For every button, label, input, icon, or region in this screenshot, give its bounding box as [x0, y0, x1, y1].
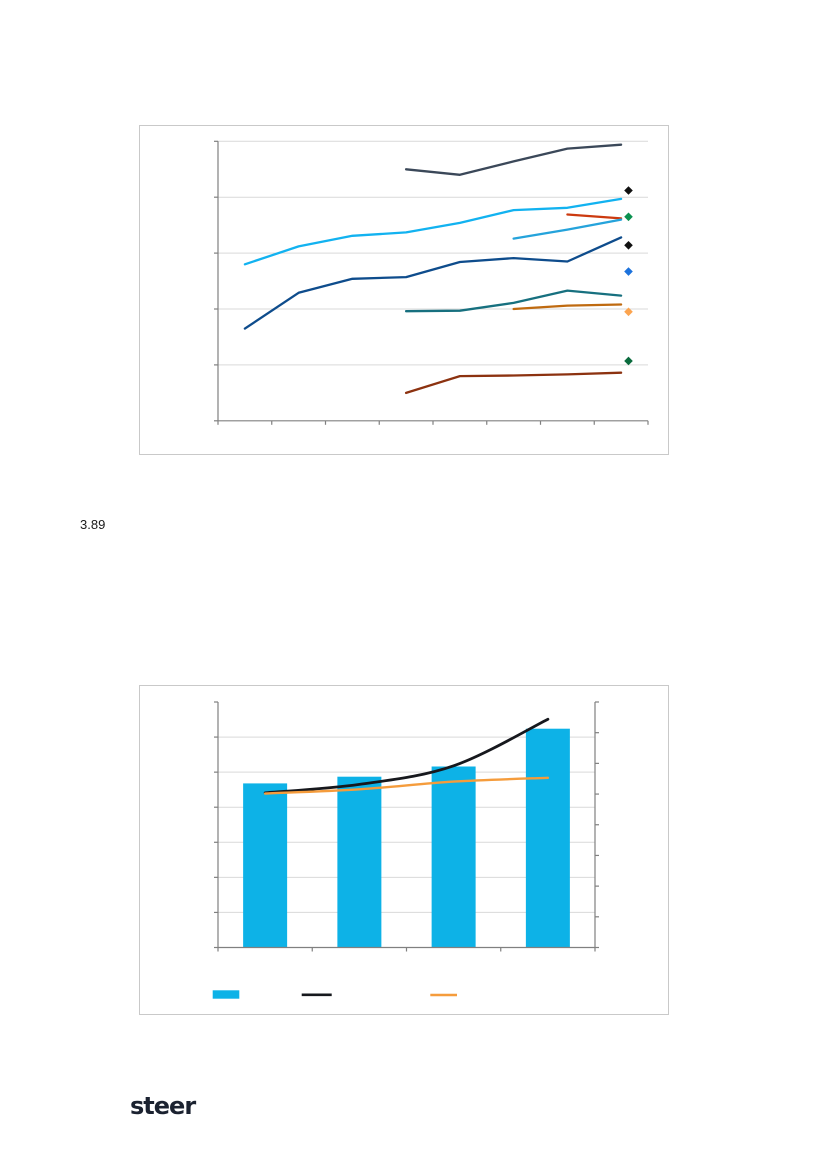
bar [431, 766, 476, 948]
bar [337, 776, 382, 948]
series-dark-gray [404, 143, 623, 176]
bar [525, 728, 570, 948]
paragraph-number: 3.89 [80, 517, 106, 532]
line-chart [214, 140, 649, 425]
black-diamond-upper [624, 186, 633, 195]
series-dark-orange [512, 303, 623, 311]
series-navy-blue [243, 236, 623, 330]
black-line [263, 717, 550, 795]
bar-chart-card [139, 685, 669, 1015]
bar [243, 783, 288, 948]
series-light-blue [243, 197, 623, 266]
series-maroon [404, 371, 623, 395]
light-orange-diamond [624, 307, 633, 317]
blue-diamond [624, 267, 633, 276]
series-red [566, 213, 623, 220]
green-diamond [624, 212, 633, 222]
bar-line-chart [212, 701, 599, 999]
series-medium-cyan [512, 218, 623, 240]
series-teal [404, 289, 623, 313]
dark-green-diamond [624, 356, 633, 366]
line-chart-card [139, 125, 669, 455]
orange-line [263, 776, 550, 795]
legend-swatch-bar [212, 990, 240, 999]
black-diamond-lower [624, 240, 633, 250]
steer-logo: steer [130, 1092, 196, 1120]
